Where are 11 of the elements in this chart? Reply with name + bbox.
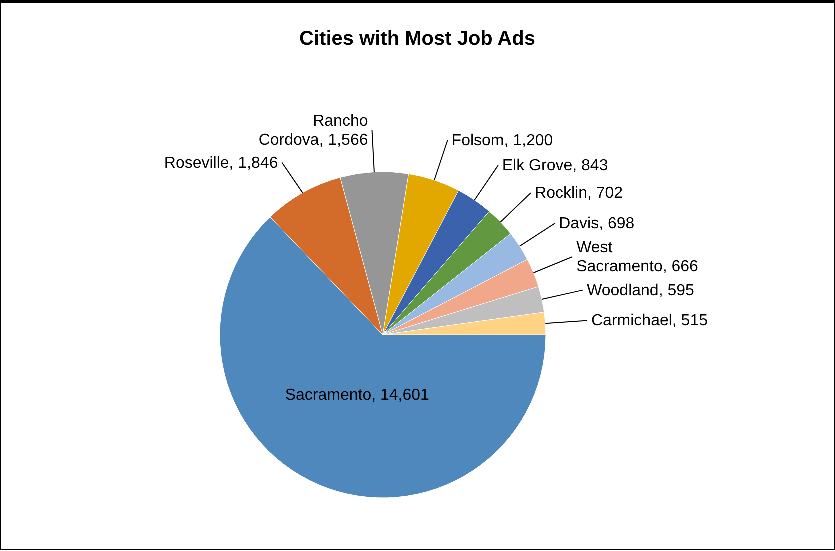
chart-title: Cities with Most Job Ads (300, 28, 536, 50)
slice-label: Sacramento, 14,601 (285, 386, 430, 404)
slice-label: Elk Grove, 843 (502, 158, 608, 175)
slice-label: West Sacramento, 666 (576, 240, 699, 276)
slice-label: Roseville, 1,846 (164, 154, 278, 172)
slice-label: Davis, 698 (559, 216, 635, 233)
slice-label: Carmichael, 515 (592, 312, 708, 330)
slice-label: Rancho Cordova, 1,566 (258, 112, 368, 149)
slice-label: Woodland, 595 (587, 282, 695, 300)
slice-label: Folsom, 1,200 (452, 132, 554, 150)
slice-label: Rocklin, 702 (535, 185, 624, 202)
